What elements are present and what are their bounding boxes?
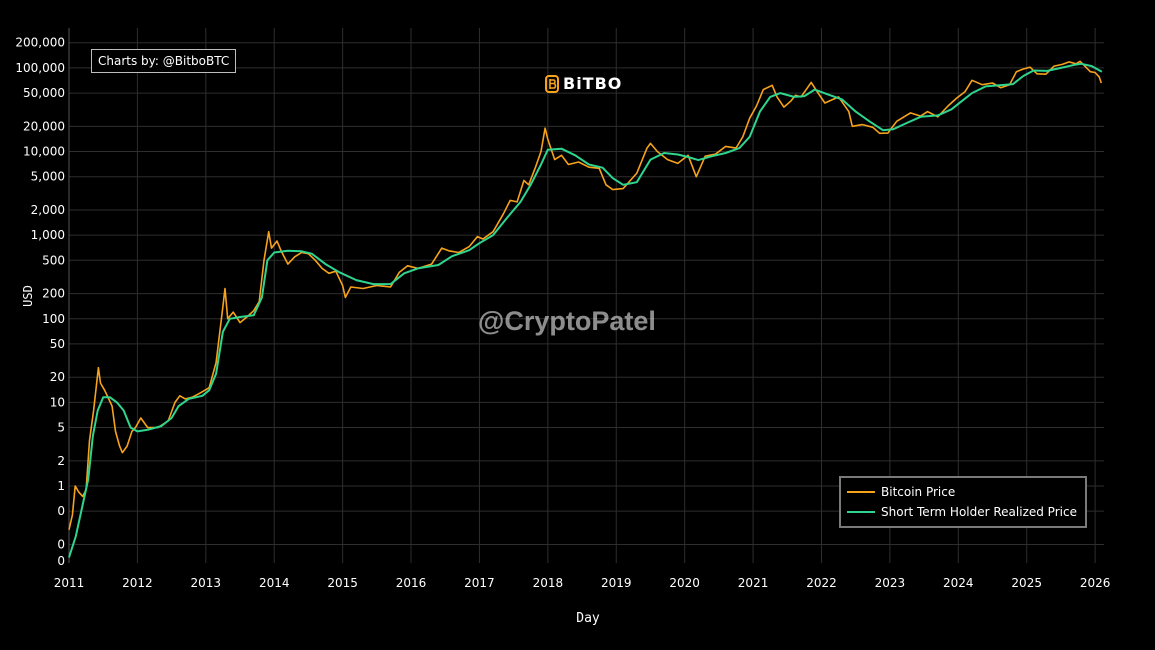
y-axis-label: USD	[21, 285, 35, 307]
chart-legend: Bitcoin Price Short Term Holder Realized…	[839, 476, 1087, 528]
y-tick-label: 500	[42, 253, 65, 267]
y-tick-label: 10,000	[23, 145, 65, 159]
y-tick-label: 0	[57, 554, 65, 568]
legend-item-price: Bitcoin Price	[847, 485, 955, 499]
watermark: @CryptoPatel	[478, 306, 656, 336]
x-tick-label: 2014	[259, 576, 290, 590]
y-tick-label: 100	[42, 312, 65, 326]
y-axis-ticks: 0 0 1 2 5 10 20 50 100 200 500 1,000 2,000 5,000 10,00…	[15, 36, 65, 568]
series-layer	[68, 60, 1103, 558]
x-tick-label: 2022	[806, 576, 837, 590]
x-tick-label: 2016	[396, 576, 427, 590]
bitbo-logo-icon	[545, 74, 559, 93]
y-tick-label: 100,000	[15, 61, 65, 75]
y-tick-label: 5,000	[31, 170, 65, 184]
x-tick-label: 2012	[122, 576, 153, 590]
y-tick-label: 20	[50, 370, 65, 384]
y-tick-label: 2,000	[31, 203, 65, 217]
legend-swatch-price	[847, 491, 875, 493]
x-tick-label: 2025	[1011, 576, 1042, 590]
legend-label-price: Bitcoin Price	[881, 485, 956, 499]
y-tick-label: 1	[57, 479, 65, 493]
x-tick-label: 2026	[1080, 576, 1111, 590]
legend-swatch-sth	[847, 511, 875, 513]
bitbo-logo: BiTBO	[545, 74, 622, 93]
y-tick-label: 0	[57, 537, 65, 551]
x-tick-label: 2013	[191, 576, 222, 590]
y-tick-label: 2	[57, 454, 65, 468]
grid-lines	[68, 28, 1104, 563]
legend-label-sth: Short Term Holder Realized Price	[881, 505, 1077, 519]
series-line-bitcoin-price	[68, 60, 1103, 530]
x-tick-label: 2017	[464, 576, 495, 590]
x-tick-label: 2011	[54, 576, 85, 590]
x-tick-label: 2015	[327, 576, 358, 590]
y-tick-label: 50	[50, 337, 65, 351]
y-tick-label: 5	[57, 421, 65, 435]
x-axis-ticks: 2011 2012 2013 2014 2015 2016 2017 2018 2019 2020…	[54, 576, 1111, 590]
chart-credit: Charts by: @BitboBTC	[91, 49, 237, 73]
y-tick-label: 50,000	[23, 86, 65, 100]
x-tick-label: 2020	[669, 576, 700, 590]
y-tick-label: 20,000	[23, 119, 65, 133]
x-tick-label: 2018	[533, 576, 564, 590]
series-line-sth-realized-price	[68, 62, 1103, 558]
y-tick-label: 0	[57, 504, 65, 518]
y-tick-label: 200	[42, 287, 65, 301]
legend-item-sth: Short Term Holder Realized Price	[847, 505, 1077, 519]
x-tick-label: 2023	[875, 576, 906, 590]
x-axis-label: Day	[576, 611, 600, 626]
y-tick-label: 1,000	[31, 228, 65, 242]
bitbo-logo-text: BiTBO	[563, 74, 623, 93]
x-tick-label: 2021	[738, 576, 769, 590]
x-tick-label: 2019	[601, 576, 632, 590]
y-tick-label: 200,000	[15, 36, 65, 50]
x-tick-label: 2024	[943, 576, 974, 590]
y-tick-label: 10	[50, 395, 65, 409]
